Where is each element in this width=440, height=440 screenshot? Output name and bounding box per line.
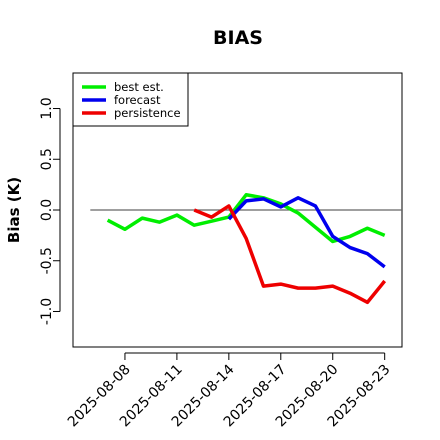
chart-title: BIAS [213,27,263,49]
y-tick-label: -1.0 [39,298,55,325]
legend-label: persistence [114,106,181,120]
y-tick-label: 0.0 [39,199,55,221]
legend-label: forecast [114,93,161,107]
y-tick-label: 0.5 [39,148,55,170]
y-axis: -1.0 -0.5 0.0 0.5 1.0 [39,97,61,325]
x-axis: 2025-08-082025-08-112025-08-142025-08-17… [65,352,394,430]
legend-box [72,72,189,127]
legend-label: best est. [114,80,164,94]
series-line-forecast [227,196,386,269]
y-tick-label: 1.0 [39,97,55,119]
series-layer [106,193,387,305]
y-tick-label: -0.5 [39,247,55,274]
series-line-persistence [193,204,387,305]
y-axis-label: Bias (K) [5,177,23,243]
